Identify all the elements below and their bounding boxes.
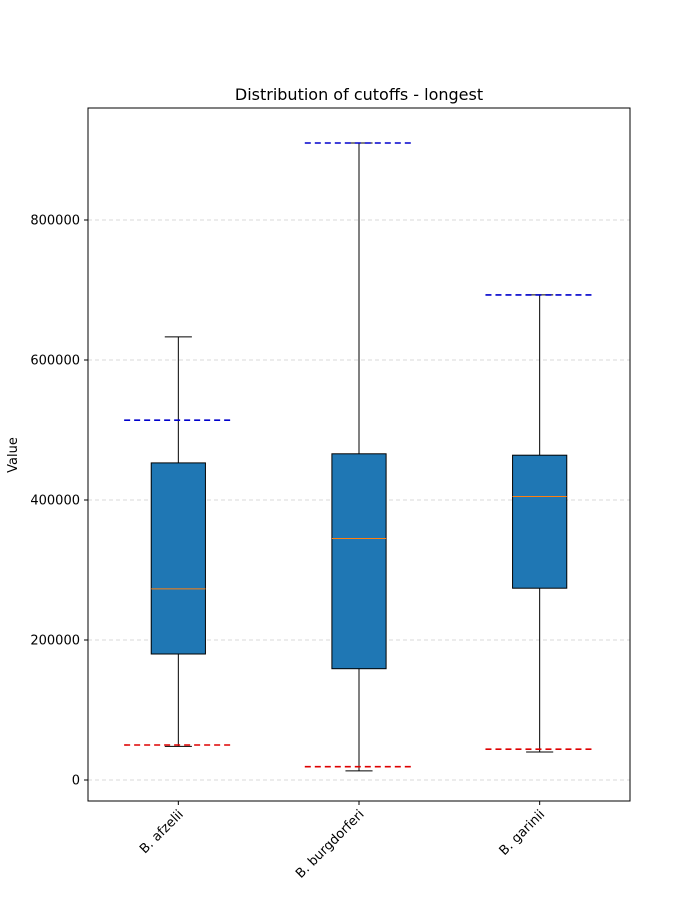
box-body [150,462,206,655]
axes-group: 0 200000 400000 600000 800000 B. afzelii B. bu… [30,214,548,882]
box-1 [150,336,206,747]
box-body [331,453,387,670]
x-tick-label: B. garinii [497,807,548,858]
y-tick-label: 200000 [30,634,80,649]
box-3 [512,294,568,753]
y-tick-label: 400000 [30,494,80,509]
y-axis-label: Value [6,437,21,473]
y-tick-label: 800000 [30,214,80,229]
box-body [512,454,568,589]
x-tick-label: B. afzelii [137,807,187,857]
x-tick-label: B. burgdorferi [293,807,367,881]
chart-title: Distribution of cutoffs - longest [235,85,483,104]
box-2 [331,142,387,772]
y-tick-label: 600000 [30,354,80,369]
boxes-group [150,142,568,772]
y-tick-label: 0 [72,774,80,789]
cutoff-lines-group [124,142,594,768]
plot-frame [87,107,631,802]
